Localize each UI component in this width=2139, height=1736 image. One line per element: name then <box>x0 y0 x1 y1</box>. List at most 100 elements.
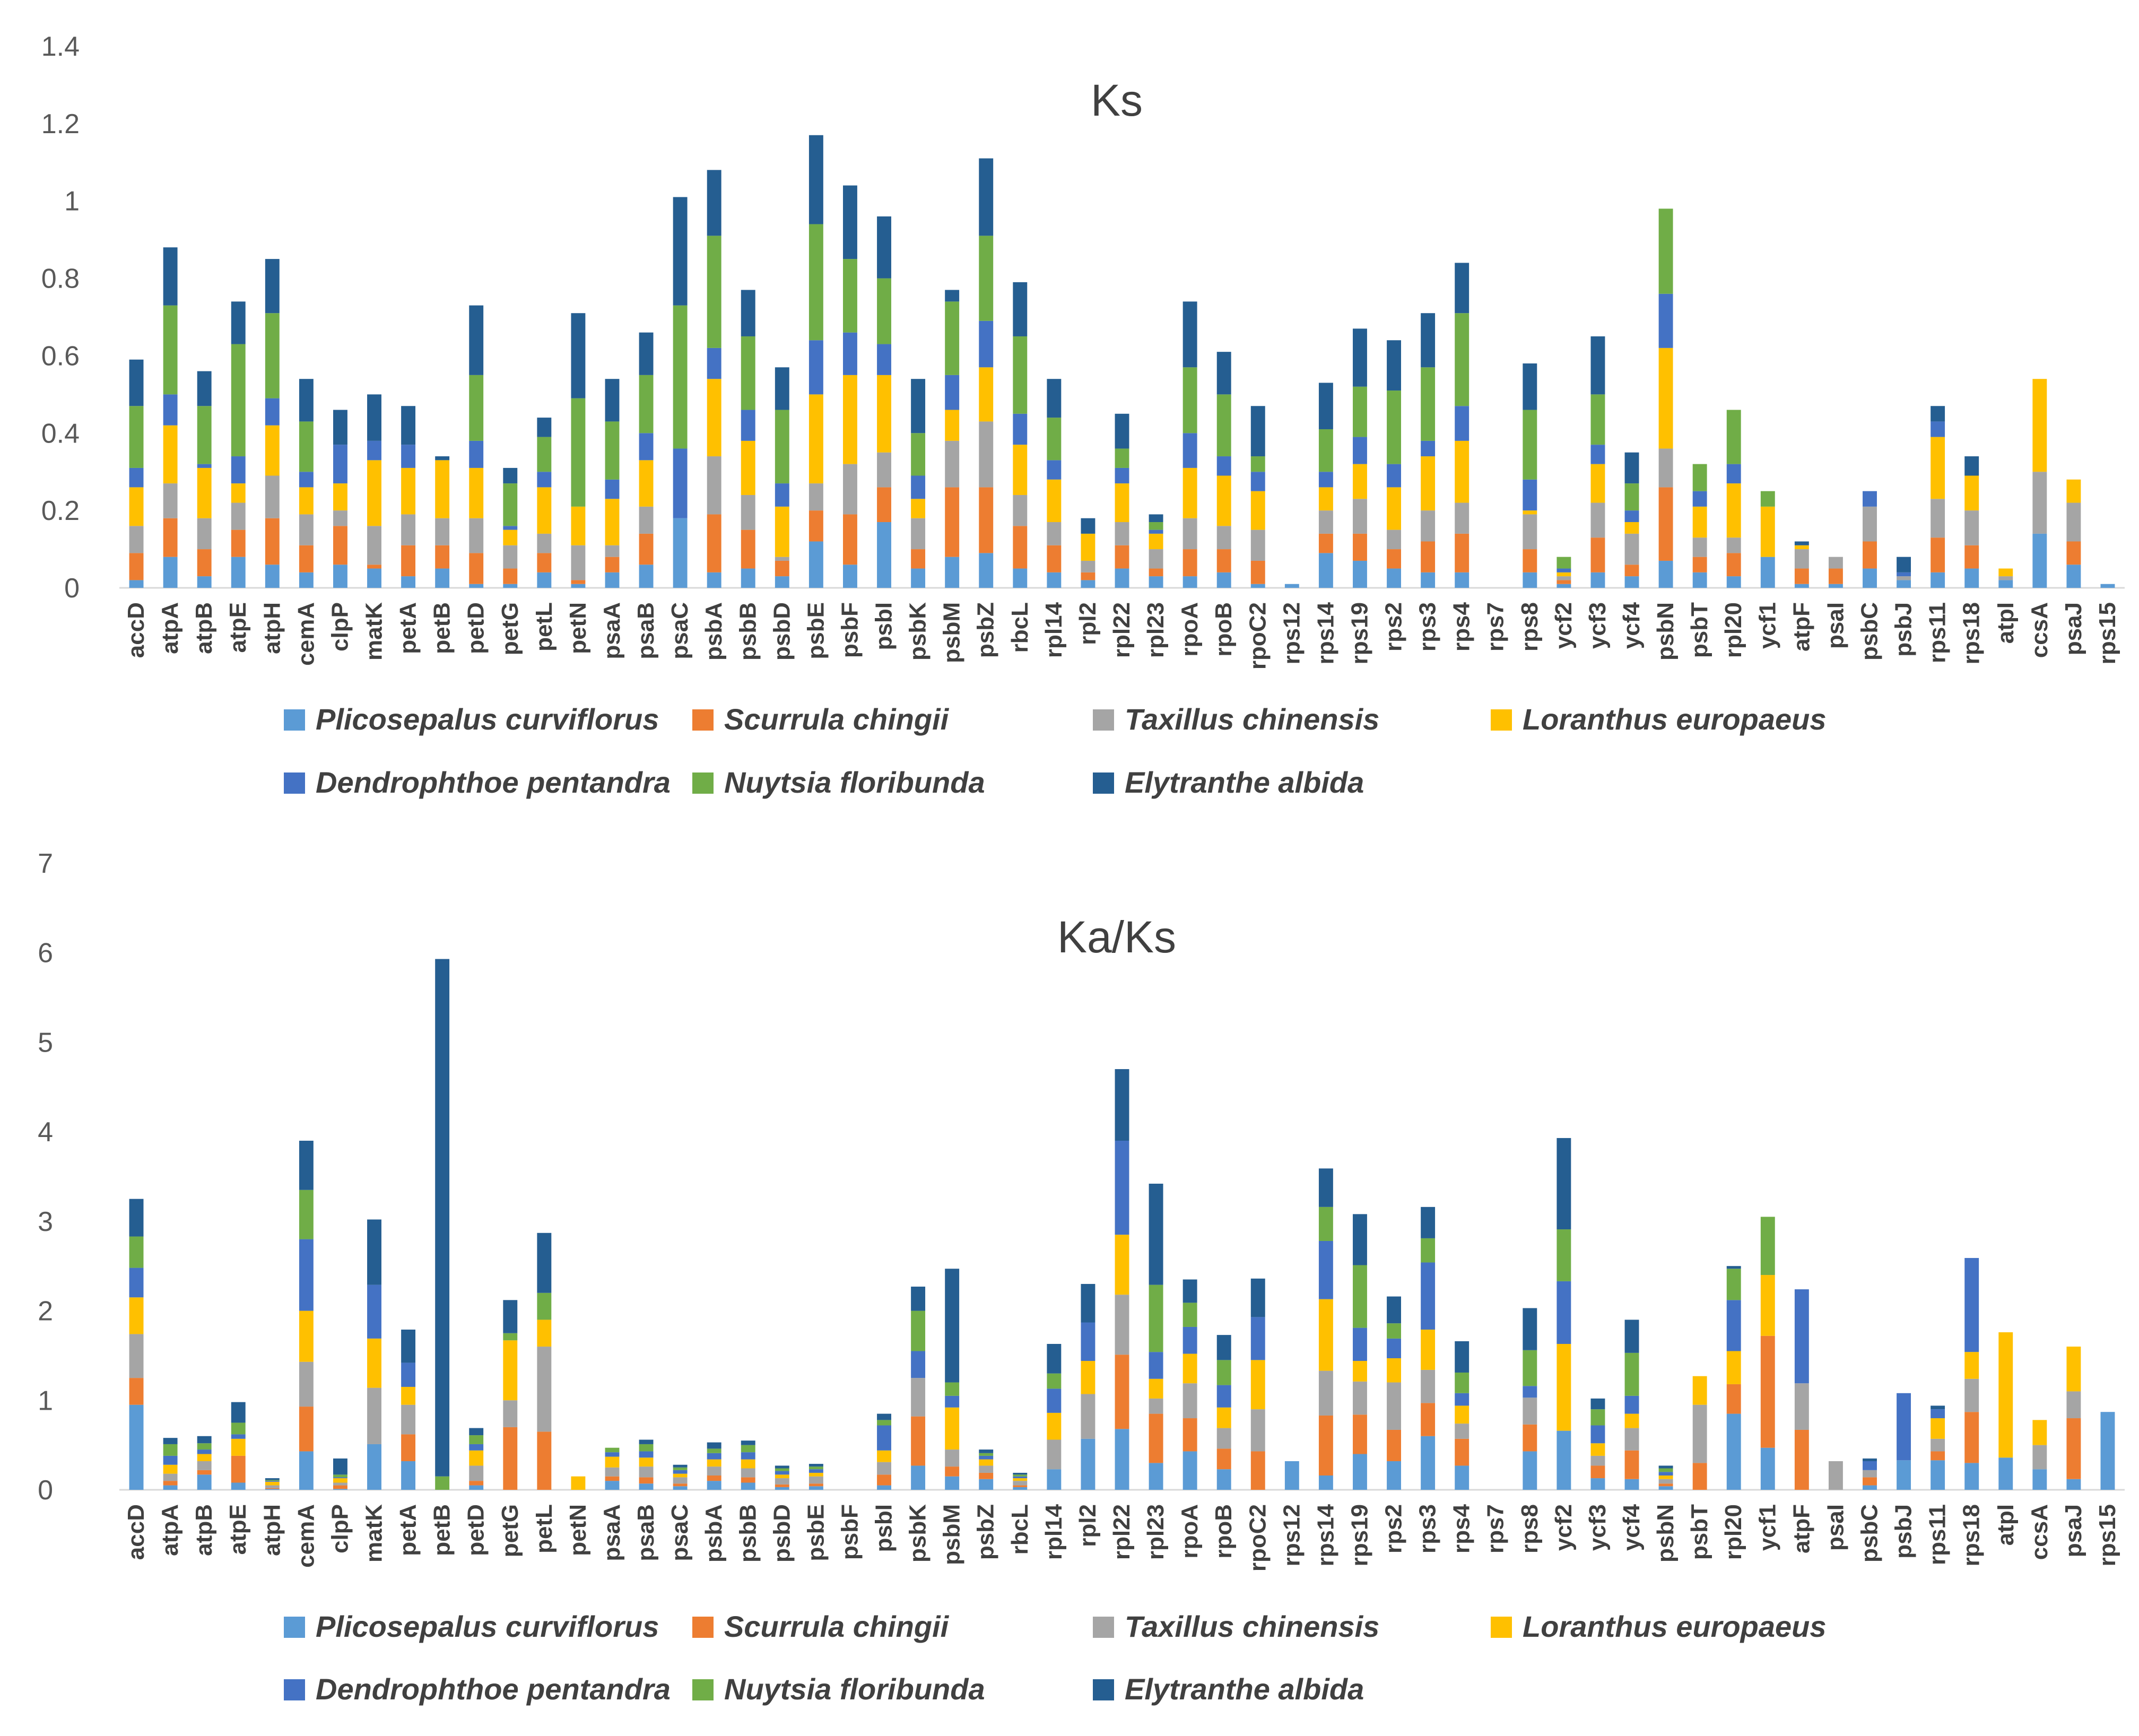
bar-segment <box>1455 572 1470 588</box>
bar-segment <box>299 472 314 488</box>
bar-segment <box>1353 464 1367 499</box>
bar-segment <box>1557 584 1571 588</box>
bar-segment <box>367 565 381 569</box>
bar-segment <box>469 1450 484 1466</box>
bar-segment <box>741 1445 755 1453</box>
x-tick-label: atpF <box>1788 602 1814 652</box>
legend-item: Nuytsia floribunda <box>692 1672 985 1706</box>
bar-segment <box>129 1268 144 1298</box>
bar-segment <box>605 557 620 572</box>
bar-segment <box>1182 433 1197 468</box>
bar-segment <box>537 553 552 572</box>
bar-segment <box>808 1483 823 1487</box>
bar-segment <box>265 1481 280 1482</box>
x-tick-label: rpl23 <box>1143 602 1169 658</box>
bar-segment <box>1318 510 1333 534</box>
bar-segment <box>1692 537 1707 557</box>
bar-segment <box>401 1404 416 1435</box>
bar-segment <box>843 514 857 565</box>
bar-segment <box>1897 576 1911 580</box>
bar-segment <box>401 467 416 515</box>
bar-segment <box>231 530 246 557</box>
x-tick-label: rps11 <box>1925 1504 1951 1565</box>
bar-segment <box>639 332 654 375</box>
bar-segment <box>1455 502 1470 534</box>
y-tick-label: 1.4 <box>41 31 80 62</box>
legend-swatch <box>284 1617 305 1638</box>
x-tick-label: psbM <box>939 602 965 663</box>
bar-segment <box>1216 394 1231 457</box>
x-tick-label: rps4 <box>1449 1504 1475 1553</box>
bar-segment <box>469 375 484 441</box>
y-tick-label: 4 <box>38 1117 53 1148</box>
bar-segment <box>1692 506 1707 538</box>
bar-segment <box>1182 1418 1197 1452</box>
bar-segment <box>197 1436 212 1444</box>
bar-segment <box>231 1482 246 1490</box>
bar-segment <box>1590 1455 1605 1466</box>
bar-segment <box>1726 1384 1741 1414</box>
bar-segment <box>1047 1373 1062 1389</box>
bar-segment <box>775 560 789 577</box>
bar-segment <box>1216 456 1231 476</box>
bar-segment <box>1863 1458 1877 1462</box>
bar-segment <box>877 344 891 375</box>
legend-label: Plicosepalus curviflorus <box>316 1610 659 1643</box>
bar-segment <box>469 1485 484 1490</box>
bar-segment <box>877 522 891 588</box>
bar-segment <box>877 216 891 279</box>
bar-segment <box>1658 1479 1673 1484</box>
bar-segment <box>129 1236 144 1268</box>
bar-segment <box>2066 1418 2081 1479</box>
bar-segment <box>401 1461 416 1490</box>
bar-segment <box>469 1435 484 1444</box>
bar-segment <box>435 518 450 545</box>
bar-segment <box>367 1387 381 1444</box>
bar-segment <box>673 1483 688 1487</box>
bar-segment <box>1387 390 1401 464</box>
bar-segment <box>775 1478 789 1485</box>
legend-label: Nuytsia floribunda <box>724 766 985 799</box>
x-tick-label: petA <box>395 1504 421 1556</box>
legend-label: Elytranthe albida <box>1125 766 1364 799</box>
x-tick-label: ycf2 <box>1551 602 1577 649</box>
bar-segment <box>1284 584 1299 588</box>
bar-segment <box>1387 1296 1401 1324</box>
x-tick-label: psbJ <box>1891 1504 1917 1559</box>
x-tick-label: clpP <box>327 1504 353 1553</box>
chart-title: Ks <box>1091 75 1143 125</box>
bar-segment <box>945 410 960 441</box>
bar-segment <box>265 1488 280 1489</box>
bar-segment <box>537 1431 552 1490</box>
bar-segment <box>197 464 212 468</box>
x-tick-label: rpoA <box>1177 602 1203 657</box>
bar-segment <box>1149 1413 1163 1463</box>
bar-segment <box>775 1465 789 1469</box>
bar-segment <box>1557 572 1571 577</box>
bar-segment <box>1726 537 1741 553</box>
bar-segment <box>1250 560 1265 584</box>
x-tick-label: psbF <box>837 602 863 658</box>
bar-segment <box>1047 572 1062 588</box>
bar-segment <box>1421 572 1436 588</box>
bar-segment <box>1897 557 1911 572</box>
x-tick-label: petD <box>463 602 489 654</box>
bar-segment <box>503 568 518 584</box>
bar-segment <box>775 1487 789 1490</box>
bar-segment <box>1455 1393 1470 1406</box>
bar-segment <box>469 553 484 584</box>
legend-swatch <box>1093 1617 1114 1638</box>
bar-segment <box>1455 313 1470 406</box>
x-tick-label: accD <box>123 602 149 658</box>
bar-segment <box>1897 1393 1911 1461</box>
bar-segment <box>1353 1265 1367 1328</box>
bar-segment <box>197 1474 212 1490</box>
bar-segment <box>979 1455 994 1460</box>
bar-segment <box>197 467 212 518</box>
bar-segment <box>1149 576 1163 588</box>
bar-segment <box>231 1438 246 1456</box>
bar-segment <box>1964 475 1979 511</box>
bar-segment <box>808 1472 823 1477</box>
bar-segment <box>1081 1438 1095 1490</box>
bar-segment <box>1387 1429 1401 1462</box>
